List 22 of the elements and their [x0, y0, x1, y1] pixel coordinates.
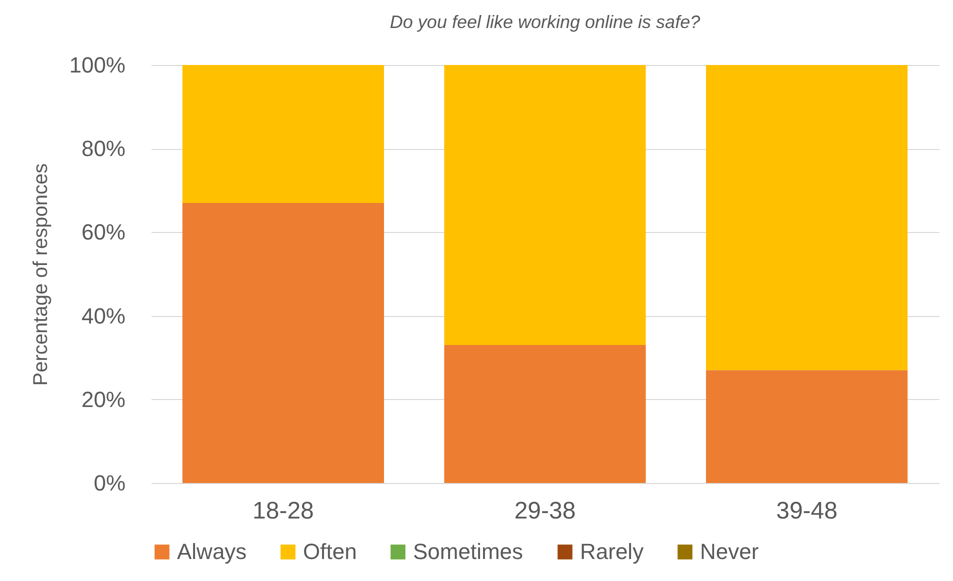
bar: [182, 202, 384, 483]
bar: [444, 345, 646, 483]
legend-label: Never: [700, 539, 759, 564]
bar: [706, 65, 908, 370]
x-tick-label: 39-48: [776, 498, 838, 524]
legend-label: Always: [177, 539, 247, 564]
chart-title: Do you feel like working online is safe?: [390, 12, 700, 32]
y-tick-label: 80%: [81, 136, 126, 162]
y-tick-label: 40%: [81, 303, 126, 328]
legend-label: Often: [303, 539, 357, 564]
legend-label: Sometimes: [413, 539, 524, 564]
y-tick-label: 20%: [81, 386, 126, 412]
bar: [444, 65, 646, 346]
x-tick-label: 29-38: [514, 498, 576, 524]
y-tick-label: 100%: [69, 52, 126, 78]
bar: [182, 65, 384, 203]
x-tick-label: 18-28: [252, 498, 314, 524]
bar: [706, 370, 908, 483]
legend-label: Rarely: [580, 539, 644, 564]
y-tick-label: 0%: [94, 470, 126, 496]
y-tick-label: 60%: [81, 220, 126, 245]
y-axis-title: Percentage of responces: [30, 163, 52, 386]
